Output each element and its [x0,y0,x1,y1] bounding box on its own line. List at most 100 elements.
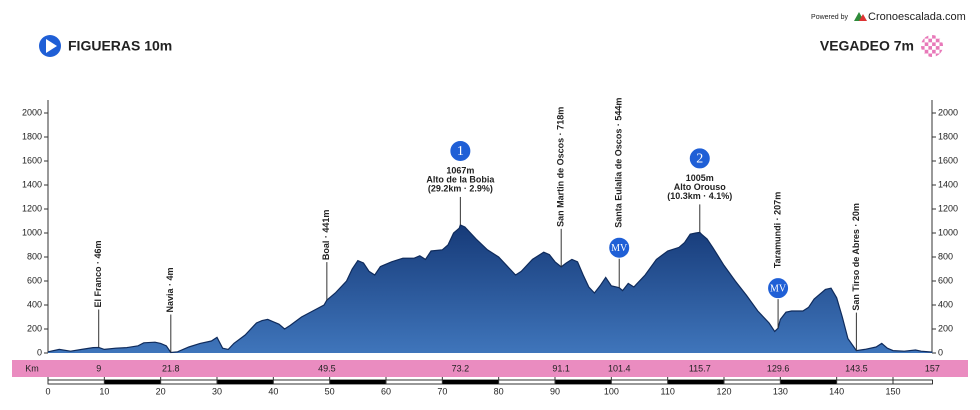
x-tick-label: 0 [45,386,50,396]
checker-square [928,42,933,47]
y-tick-label: 400 [938,299,953,309]
checker-square [939,35,943,39]
waypoint-label: El Franco · 46m [93,240,103,307]
checker-square [921,38,925,43]
y-tick-label: 1400 [938,179,958,189]
profile-line [47,224,933,354]
brand: Cronoescalada.com [868,11,966,23]
x-tick-label: 90 [550,386,560,396]
mv-badge-label: MV [611,243,628,254]
checker-square [939,53,943,57]
climb-badge-number: 2 [696,152,703,167]
mv-badge [608,236,631,259]
x-tick-label: 60 [381,386,391,396]
checker-square [928,53,933,57]
climb-label: Alto Orouso [674,182,726,192]
checker-square [935,38,940,43]
y-tick-label: 1800 [938,131,958,141]
checker-square [928,49,933,54]
scale-segment [780,380,837,384]
x-tick-label: 130 [773,386,788,396]
checker-square [924,38,929,43]
checker-square [932,35,936,39]
km-marker: 49.5 [318,363,336,373]
km-marker: 73.2 [452,363,470,373]
finish-label: VEGADEO 7m [820,38,914,54]
start-arrow [46,39,57,53]
km-marker: 101.4 [608,363,631,373]
start-label: FIGUERAS 10m [68,38,172,54]
climb-label: 1067m [446,165,474,175]
mv-badge [767,277,790,300]
y-tick-label: 1000 [22,227,42,237]
climb-label: (29.2km · 2.9%) [428,183,493,193]
header: Powered by Cronoescalada.com FIGUERAS 10… [12,11,968,377]
checker-square [935,53,940,57]
checker-square [921,46,925,50]
checker-square [932,42,936,47]
checker-square [924,49,929,54]
x-tick-label: 120 [716,386,731,396]
checker-square [932,49,936,54]
scale-segment [104,380,161,384]
y-tick-label: 0 [938,347,943,357]
waypoint-label: Santa Eulalia de Oscos · 544m [614,98,624,228]
powered-by: Powered by [811,14,848,21]
finish-icon [921,35,943,57]
checker-square [928,38,933,43]
profile-area [48,224,933,353]
checker-square [921,49,925,54]
y-tick-label: 1400 [22,179,42,189]
x-tick-label: 30 [212,386,222,396]
checker-square [932,46,936,50]
y-tick-label: 1200 [22,203,42,213]
y-tick-label: 1800 [22,131,42,141]
checker-square [921,53,925,57]
climb-badge [688,147,711,170]
checker-square [928,46,933,50]
checker-square [939,42,943,47]
checker-square [935,42,940,47]
checker-square [939,46,943,50]
x-tick-label: 80 [494,386,504,396]
y-tick-label: 2000 [22,107,42,117]
waypoint-label: San Tirso de Abres · 20m [851,203,861,311]
climb-badge-number: 1 [457,144,464,159]
climb-badge [449,139,472,162]
y-tick-label: 2000 [938,107,958,117]
checker-square [924,35,929,39]
checker-square [924,42,929,47]
km-marker: 129.6 [767,363,790,373]
checker-square [921,42,925,47]
km-marker: 9 [96,363,101,373]
scale-segment [667,380,724,384]
y-tick-label: 200 [27,323,42,333]
y-tick-label: 200 [938,323,953,333]
x-tick-label: 40 [268,386,278,396]
checker-square [928,35,933,39]
waypoint-label: Boal · 441m [321,210,331,261]
y-tick-label: 1600 [938,155,958,165]
logo-icon [859,14,867,21]
checker-square [932,53,936,57]
km-marker: 21.8 [162,363,180,373]
km-marker: 157 [925,363,940,373]
y-tick-label: 1600 [22,155,42,165]
y-tick-label: 600 [27,275,42,285]
x-tick-label: 110 [660,386,674,396]
mv-badge-label: MV [770,283,787,294]
km-marker: 143.5 [845,363,868,373]
y-tick-label: 400 [27,299,42,309]
checker-square [939,38,943,43]
checker-square [935,49,940,54]
scale-segment [217,380,274,384]
waypoint-label: Taramundi · 207m [772,192,782,268]
x-tick-label: 100 [604,386,619,396]
y-tick-label: 600 [938,275,953,285]
km-marker: 91.1 [552,363,570,373]
climb-label: (10.3km · 4.1%) [667,191,732,201]
checker-square [939,49,943,54]
km-marker: 115.7 [689,363,711,373]
x-tick-label: 150 [885,386,900,396]
